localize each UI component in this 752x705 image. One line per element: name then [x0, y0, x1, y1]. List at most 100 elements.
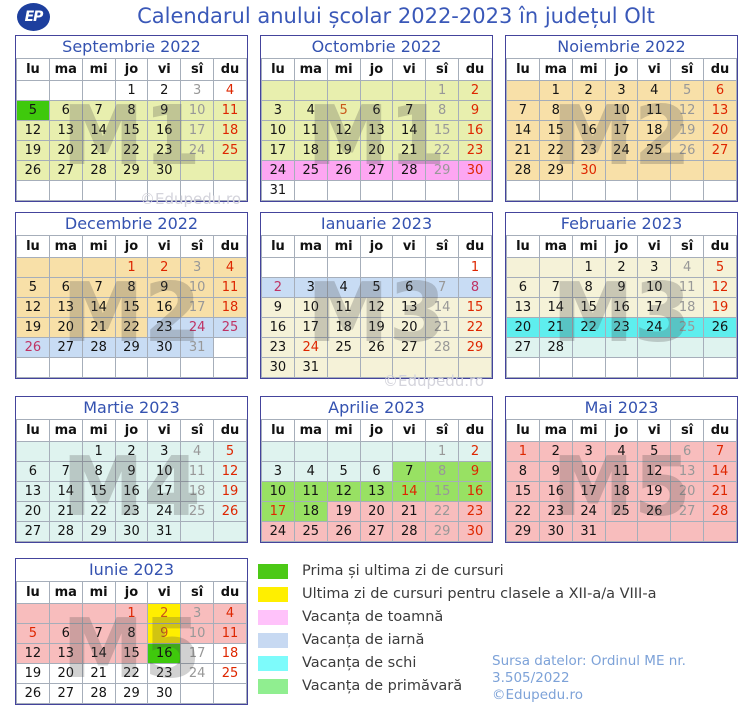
day-cell: 9: [147, 277, 182, 298]
day-cell: 18: [180, 481, 215, 502]
day-cell: 22: [81, 501, 116, 522]
calendar-mai-2023: Mai 2023 lu ma mi jo vi sî du 1 2 3 4 5 6 7 8 9 10 11 12 13 1…: [505, 396, 738, 543]
day-cell: 27: [48, 160, 83, 181]
day-cell: 26: [213, 501, 247, 522]
day-cell: 29: [114, 337, 149, 358]
day-cell: 11: [213, 100, 247, 121]
empty-cell: [703, 160, 737, 181]
day-cell: 15: [114, 643, 149, 664]
legend-label: Prima și ultima zi de cursuri: [302, 563, 504, 579]
day-cell: 30: [147, 337, 182, 358]
day-cell: 10: [293, 297, 328, 318]
empty-cell: [458, 357, 492, 378]
empty-cell: [48, 357, 83, 378]
day-cell: 5: [326, 100, 361, 121]
day-cell: 8: [506, 461, 540, 482]
day-cell: 1: [506, 441, 540, 462]
legend-swatch: [258, 632, 288, 648]
day-cell: 26: [16, 683, 50, 704]
day-cell: 16: [458, 481, 492, 502]
day-cell: 29: [81, 521, 116, 542]
day-cell: 20: [359, 140, 394, 161]
month-title: Aprilie 2023: [328, 398, 425, 417]
day-cell: 16: [571, 120, 606, 141]
day-cell: 3: [180, 257, 215, 278]
day-cell: 9: [147, 623, 182, 644]
day-cell: 24: [180, 140, 215, 161]
weekday-header: ma: [48, 58, 83, 81]
day-cell: 24: [261, 160, 295, 181]
empty-cell: [326, 441, 361, 462]
weekday-header: mi: [326, 58, 361, 81]
day-cell: 7: [425, 277, 460, 298]
day-cell: 7: [703, 441, 737, 462]
edupedu-logo: EP: [17, 3, 50, 31]
day-cell: 26: [637, 501, 672, 522]
day-cell: 5: [16, 277, 50, 298]
day-cell: 18: [670, 297, 705, 318]
weekday-header: du: [213, 581, 247, 604]
day-cell: 5: [16, 623, 50, 644]
empty-cell: [425, 257, 460, 278]
day-cell: 25: [180, 501, 215, 522]
day-cell: 24: [293, 337, 328, 358]
day-cell: 21: [392, 501, 427, 522]
day-cell: 15: [458, 297, 492, 318]
weekday-header: sî: [425, 235, 460, 258]
weekday-header: du: [213, 419, 247, 442]
page-title: Calendarul anului școlar 2022-2023 în ju…: [137, 4, 655, 28]
day-cell: 21: [506, 140, 540, 161]
day-cell: 31: [147, 521, 182, 542]
day-cell: 26: [16, 337, 50, 358]
day-cell: 4: [213, 80, 247, 101]
day-cell: 12: [16, 297, 50, 318]
day-cell: 23: [458, 501, 492, 522]
day-cell: 2: [571, 80, 606, 101]
empty-cell: [213, 357, 247, 378]
weekday-header: mi: [571, 235, 606, 258]
empty-cell: [48, 257, 83, 278]
day-cell: 10: [147, 461, 182, 482]
day-cell: 27: [16, 521, 50, 542]
weekday-header: lu: [261, 419, 295, 442]
day-cell: 2: [114, 441, 149, 462]
day-cell: 9: [604, 277, 639, 298]
day-cell: 18: [604, 481, 639, 502]
weekday-header: sî: [425, 58, 460, 81]
day-cell: 2: [538, 441, 573, 462]
day-cell: 19: [670, 120, 705, 141]
empty-cell: [213, 180, 247, 201]
empty-cell: [81, 257, 116, 278]
day-cell: 25: [213, 140, 247, 161]
day-cell: 13: [359, 481, 394, 502]
day-cell: 3: [604, 80, 639, 101]
day-cell: 1: [114, 257, 149, 278]
day-cell: 15: [81, 481, 116, 502]
day-cell: 27: [703, 140, 737, 161]
day-cell: 13: [392, 297, 427, 318]
day-cell: 5: [637, 441, 672, 462]
day-cell: 26: [326, 160, 361, 181]
month-title: Februarie 2023: [560, 214, 683, 233]
day-cell: 12: [637, 461, 672, 482]
day-cell: 19: [326, 140, 361, 161]
empty-cell: [670, 160, 705, 181]
day-cell: 15: [538, 120, 573, 141]
day-cell: 9: [538, 461, 573, 482]
day-cell: 28: [506, 160, 540, 181]
empty-cell: [147, 357, 182, 378]
day-cell: 2: [147, 80, 182, 101]
weekday-header: jo: [359, 235, 394, 258]
day-cell: 9: [571, 100, 606, 121]
empty-cell: [670, 521, 705, 542]
weekday-header: ma: [293, 58, 328, 81]
day-cell: 6: [359, 461, 394, 482]
weekday-header: vi: [392, 58, 427, 81]
page-header: EP Calendarul anului școlar 2022-2023 în…: [0, 0, 752, 34]
legend-label: Ultima zi de cursuri pentru clasele a XI…: [302, 586, 657, 602]
month-box: Decembrie 2022 lu ma mi jo vi sî du 1 2 3 4 5 6 7 8 9 10 1…: [15, 212, 248, 379]
day-cell: 25: [213, 317, 247, 338]
calendar-iunie-2023: Iunie 2023 lu ma mi jo vi sî du 1 2 3 4 5 6 7 8 9 10 11 12 1…: [15, 558, 248, 705]
legend-swatch: [258, 586, 288, 602]
day-cell: 6: [48, 277, 83, 298]
